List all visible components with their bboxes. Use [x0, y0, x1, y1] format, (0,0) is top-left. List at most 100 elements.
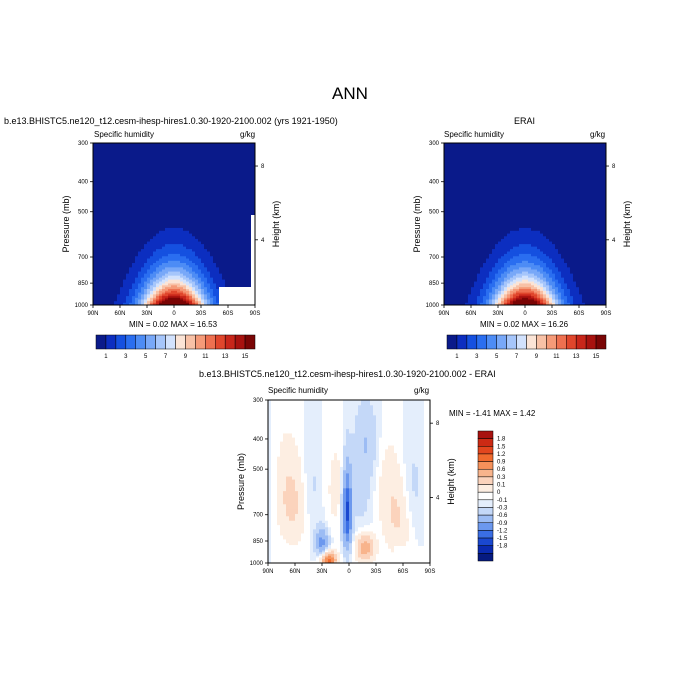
- panel2-field-cell: [510, 263, 514, 266]
- panel1-field-cell: [228, 180, 232, 185]
- panel1-field-cell: [162, 297, 166, 300]
- panel2-field-cell: [519, 241, 523, 245]
- panel2-field-cell: [504, 195, 508, 200]
- panel2-field-cell: [489, 167, 493, 173]
- panel1-field-cell: [189, 299, 193, 302]
- panel1-field-cell: [138, 251, 142, 255]
- panel2-field-cell: [501, 246, 505, 250]
- panel1-field-cell: [225, 271, 229, 275]
- panel1-field-cell: [117, 153, 121, 159]
- panel1-field-cell: [156, 184, 160, 189]
- panel1-field-cell: [198, 219, 202, 223]
- panel1-field-cell: [180, 171, 184, 177]
- panel1-field-cell: [108, 180, 112, 185]
- panel1-field-cell: [204, 184, 208, 189]
- panel1-field-cell: [99, 195, 103, 200]
- panel1-field-cell: [177, 281, 181, 284]
- panel1-field-cell: [189, 256, 193, 260]
- panel1-field-cell: [201, 244, 205, 248]
- panel1-field-cell: [207, 283, 211, 286]
- panel2-field-cell: [486, 269, 490, 273]
- panel2-field-cell: [468, 283, 472, 286]
- panel1-field-cell: [123, 199, 127, 204]
- panel2-field-cell: [468, 236, 472, 240]
- panel2-field-cell: [468, 281, 472, 284]
- panel1-field-cell: [186, 287, 190, 290]
- panel2-field-cell: [534, 143, 538, 149]
- panel2-field-cell: [471, 188, 475, 193]
- panel2-field-cell: [459, 222, 463, 226]
- panel1-field-cell: [159, 263, 163, 266]
- panel2-field-cell: [471, 227, 475, 232]
- panel2-field-cell: [462, 192, 466, 197]
- panel1-field-cell: [189, 294, 193, 297]
- panel2-field-cell: [450, 158, 454, 164]
- panel2-field-cell: [444, 215, 448, 220]
- panel2-field-cell: [528, 148, 532, 154]
- panel1-field-cell: [114, 283, 118, 286]
- panel1-field-cell: [102, 209, 106, 214]
- panel1-field-cell: [138, 267, 142, 270]
- panel1-field-cell: [108, 233, 112, 237]
- panel1-field-cell: [243, 253, 247, 257]
- panel1-field-cell: [96, 289, 100, 292]
- panel2-field-cell: [507, 167, 511, 173]
- panel1-field-cell: [216, 263, 220, 266]
- panel1-field-cell: [99, 148, 103, 154]
- panel2-field-cell: [447, 256, 451, 260]
- panel1-field-cell: [153, 249, 157, 253]
- panel2-field-cell: [483, 233, 487, 237]
- panel1-field-cell: [159, 249, 163, 253]
- panel1-field-cell: [93, 202, 97, 207]
- panel2-field-cell: [495, 199, 499, 204]
- panel2-field-cell: [480, 162, 484, 169]
- panel2-field-cell: [489, 158, 493, 164]
- panel1-field-cell: [246, 236, 250, 240]
- panel2-field-cell: [498, 289, 502, 292]
- panel1-field-cell: [231, 225, 235, 229]
- panel1-field-cell: [159, 158, 163, 164]
- panel1-field-cell: [249, 269, 253, 273]
- panel1-field-cell: [219, 281, 223, 284]
- panel1-field-cell: [207, 275, 211, 279]
- panel2-field-cell: [525, 299, 529, 302]
- panel1-field-cell: [93, 290, 97, 294]
- panel2-field-cell: [471, 219, 475, 223]
- panel2-field-cell: [504, 215, 508, 220]
- panel1-field-cell: [99, 184, 103, 189]
- panel1-field-cell: [228, 269, 232, 273]
- panel1-field-cell: [138, 227, 142, 232]
- panel1-field-cell: [174, 188, 178, 193]
- panel2-field-cell: [477, 283, 481, 286]
- panel1-field-cell: [192, 212, 196, 217]
- panel2-field-cell: [528, 275, 532, 279]
- panel1-field-cell: [201, 281, 205, 284]
- panel2-field-cell: [504, 256, 508, 260]
- panel2-field-cell: [474, 249, 478, 253]
- panel1-field-cell: [204, 287, 208, 290]
- panel1-field-cell: [216, 184, 220, 189]
- panel1-field-cell: [111, 236, 115, 240]
- panel2-field-cell: [486, 283, 490, 286]
- panel1-field-cell: [150, 176, 154, 181]
- panel1-field-cell: [198, 279, 202, 283]
- panel2-field-cell: [456, 153, 460, 159]
- panel2-field-cell: [507, 212, 511, 217]
- panel1-field-cell: [165, 167, 169, 173]
- panel1-field-cell: [132, 212, 136, 217]
- panel2-field-cell: [498, 188, 502, 193]
- panel1-field-cell: [162, 246, 166, 250]
- panel1-field-cell: [177, 277, 181, 281]
- panel1-field-cell: [237, 148, 241, 154]
- panel2-field-cell: [507, 273, 511, 277]
- panel1-field-cell: [138, 283, 142, 286]
- panel1-field-cell: [108, 246, 112, 250]
- panel1-field-cell: [147, 294, 151, 297]
- panel1-field-cell: [171, 275, 175, 279]
- panel2-field-cell: [489, 244, 493, 248]
- panel2-field-cell: [528, 230, 532, 235]
- panel2-field-cell: [477, 192, 481, 197]
- panel2-field-cell: [513, 297, 517, 300]
- panel1-field-cell: [180, 230, 184, 235]
- panel1-field-cell: [213, 283, 217, 286]
